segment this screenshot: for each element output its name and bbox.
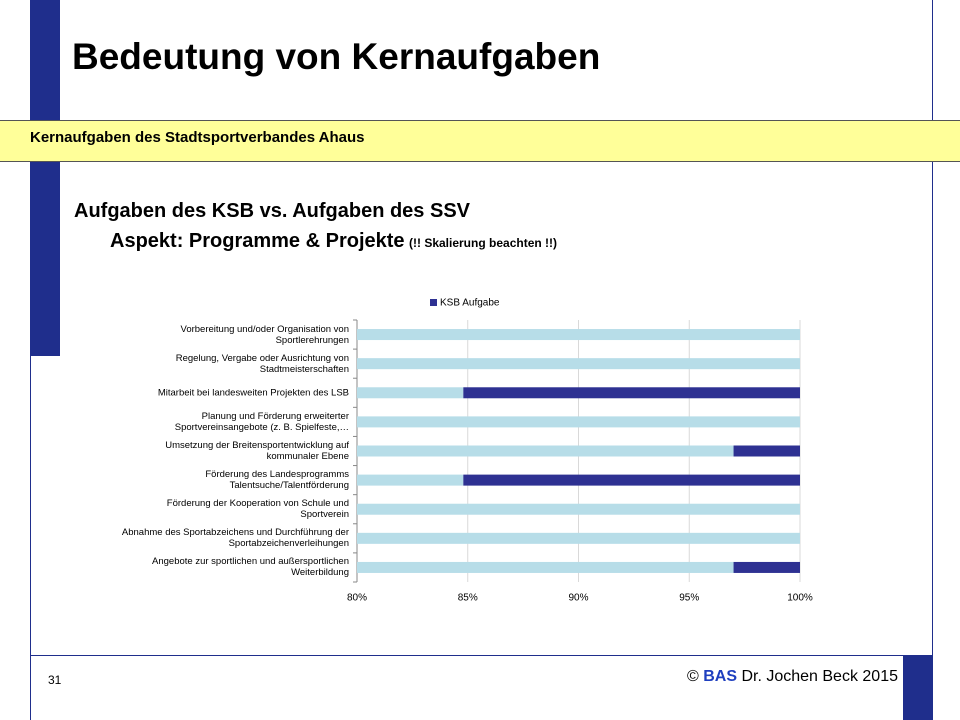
bar-segment — [357, 329, 800, 341]
category-label: Abnahme des Sportabzeichens und Durchfüh… — [121, 527, 349, 550]
bar-segment — [733, 445, 800, 457]
bar-segment — [357, 445, 734, 457]
page-number: 31 — [48, 673, 62, 687]
footer-author: Dr. Jochen Beck 2015 — [741, 668, 898, 685]
subheading-row: Aspekt: Programme & Projekte (!! Skalier… — [110, 230, 557, 253]
bar-segment — [463, 474, 800, 486]
bar-segment — [357, 358, 800, 370]
subheading: Aspekt: Programme & Projekte — [110, 230, 405, 252]
bar-segment — [357, 387, 464, 399]
bar-segment — [357, 532, 800, 544]
category-label: Vorbereitung und/oder Organisation von S… — [180, 323, 349, 346]
heading: Aufgaben des KSB vs. Aufgaben des SSV — [74, 200, 471, 222]
footer-block — [903, 655, 933, 720]
footer-org: BAS — [703, 668, 737, 685]
footer: © BAS Dr. Jochen Beck 2015 — [687, 668, 898, 686]
banner — [0, 120, 960, 162]
category-label: Mitarbeit bei landesweiten Projekten des… — [157, 387, 349, 399]
x-tick-label: 80% — [347, 593, 367, 604]
x-tick-label: 85% — [458, 593, 478, 604]
copyright: © — [686, 668, 699, 685]
bar-segment — [463, 387, 800, 399]
category-label: Förderung der Kooperation von Schule und… — [166, 498, 349, 521]
category-label: Angebote zur sportlichen und außersportl… — [152, 556, 349, 579]
bar-segment — [357, 561, 734, 573]
x-tick-label: 100% — [787, 593, 813, 604]
legend-swatch — [430, 299, 437, 306]
banner-text: Kernaufgaben des Stadtsportverbandes Aha… — [30, 129, 365, 146]
category-label: Planung und Förderung erweiterter Sportv… — [174, 410, 349, 433]
title: Bedeutung von Kernaufgaben — [72, 36, 601, 77]
bar-segment — [357, 416, 800, 428]
bar-segment — [357, 474, 464, 486]
footer-rule — [30, 655, 933, 656]
category-label: Regelung, Vergabe oder Ausrichtung von S… — [175, 352, 349, 375]
category-label: Umsetzung der Breitensportentwicklung au… — [165, 440, 349, 462]
x-tick-label: 95% — [679, 593, 699, 604]
x-tick-label: 90% — [568, 593, 588, 604]
bar-segment — [357, 503, 800, 515]
category-label: Förderung des Landesprogramms Talentsuch… — [205, 469, 349, 492]
subheading-note: (!! Skalierung beachten !!) — [409, 236, 558, 250]
accent-bar — [30, 0, 60, 356]
left-rule — [30, 0, 31, 720]
right-rule — [932, 0, 933, 720]
bar-segment — [733, 561, 800, 573]
legend-label: KSB Aufgabe — [440, 298, 500, 309]
